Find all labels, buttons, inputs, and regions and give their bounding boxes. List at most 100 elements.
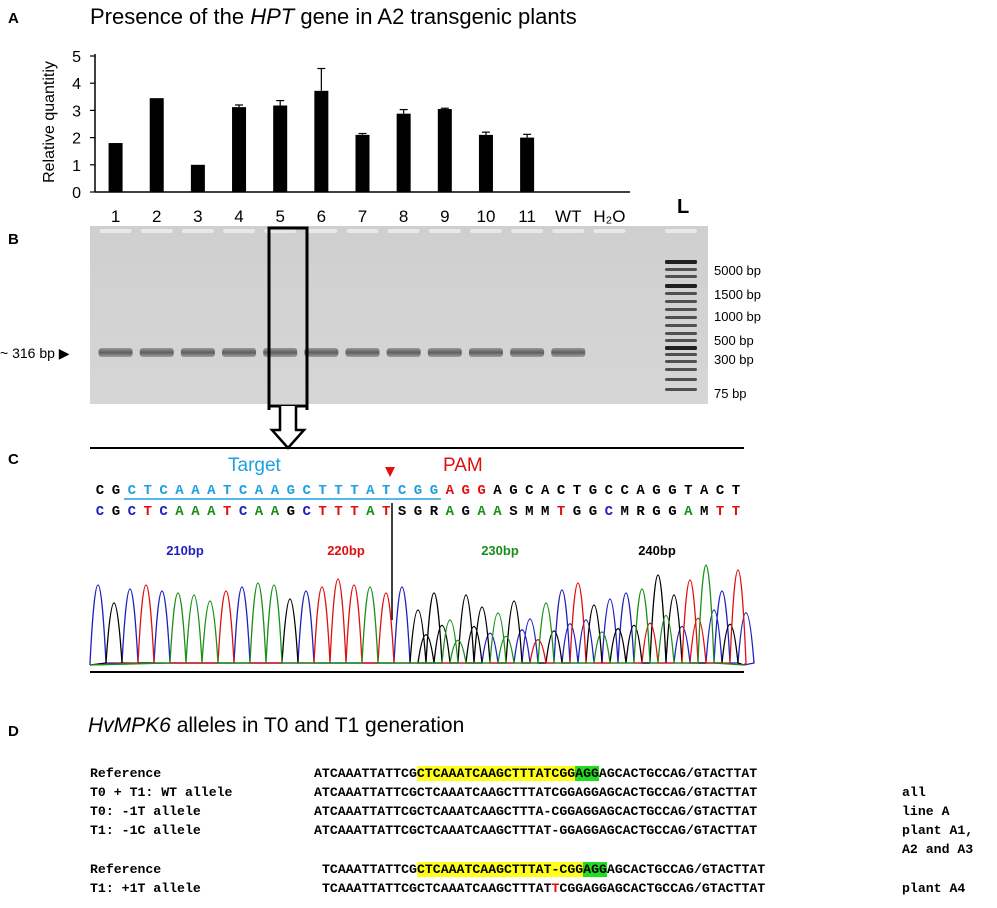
trace-line bbox=[89, 564, 745, 666]
ref-base: C bbox=[239, 483, 248, 499]
ladder-band bbox=[665, 284, 697, 288]
panel-a-title-gene: HPT bbox=[250, 4, 295, 29]
ladder-well bbox=[665, 229, 697, 233]
ladder-band bbox=[665, 388, 697, 391]
position-label: 230bp bbox=[481, 543, 519, 558]
read-base: A bbox=[271, 504, 280, 520]
read-base: A bbox=[175, 504, 184, 520]
x-tick-label: 1 bbox=[111, 207, 120, 226]
ref-base: A bbox=[541, 483, 550, 499]
x-tick-label: 8 bbox=[399, 207, 408, 226]
ladder-band bbox=[665, 300, 697, 303]
gel-band bbox=[551, 348, 586, 357]
trace-line bbox=[89, 569, 747, 666]
bar bbox=[232, 107, 247, 192]
chart-plot-area: 0 1 2 3 4 5 1 2 3 4 5 6 7 8 9 10 11 WT H₂O bbox=[72, 49, 630, 226]
allele-label: Reference bbox=[90, 766, 162, 781]
panel-c-letter: C bbox=[8, 451, 19, 468]
y-tick-label: 3 bbox=[72, 103, 81, 120]
panel-b-letter: B bbox=[8, 231, 19, 248]
ref-base: C bbox=[557, 483, 566, 499]
ladder-band bbox=[665, 316, 697, 319]
read-base: G bbox=[668, 504, 676, 520]
x-tick-label: 7 bbox=[358, 207, 367, 226]
seq-segment: ATCAAATTATTCG bbox=[314, 766, 417, 781]
gel-image bbox=[90, 226, 708, 410]
ref-base: T bbox=[318, 483, 326, 499]
ref-base: T bbox=[223, 483, 231, 499]
ref-base: A bbox=[255, 483, 264, 499]
gel-band bbox=[386, 348, 421, 357]
allele-label: T1: +1T allele bbox=[90, 881, 201, 896]
bar bbox=[190, 164, 205, 192]
trace-line bbox=[89, 574, 745, 666]
read-base: S bbox=[509, 504, 517, 520]
ladder-label: L bbox=[677, 196, 690, 218]
read-base: T bbox=[318, 504, 326, 520]
ladder-band bbox=[665, 324, 697, 327]
panel-d-title-gene: HvMPK6 bbox=[88, 714, 171, 737]
read-base: C bbox=[128, 504, 137, 520]
read-base: T bbox=[350, 504, 358, 520]
allele-sequence: TCAAATTATTCGCTCAAATCAAGCTTTATTCGGAGGAGCA… bbox=[322, 881, 765, 897]
allele-note: all bbox=[902, 785, 926, 800]
ref-base: C bbox=[128, 483, 137, 499]
allele-sequence: ATCAAATTATTCGCTCAAATCAAGCTTTA-CGGAGGAGCA… bbox=[314, 804, 758, 819]
x-tick-label: 2 bbox=[152, 207, 161, 226]
ref-base: C bbox=[605, 483, 614, 499]
read-base: A bbox=[255, 504, 264, 520]
read-base: M bbox=[700, 504, 708, 520]
ref-base: G bbox=[430, 483, 438, 499]
ref-base: A bbox=[493, 483, 502, 499]
read-base: A bbox=[191, 504, 200, 520]
gel-band bbox=[468, 348, 503, 357]
ref-base: T bbox=[684, 483, 692, 499]
y-tick-label: 5 bbox=[72, 49, 81, 66]
ref-base: C bbox=[525, 483, 534, 499]
read-base: C bbox=[605, 504, 614, 520]
read-base: G bbox=[573, 504, 581, 520]
bar-chart: Relative quantitiy 0 1 2 3 4 5 1 2 3 4 5 6 7 8 9 10 11 WT… bbox=[41, 49, 630, 226]
ref-base: G bbox=[652, 483, 660, 499]
read-base: T bbox=[716, 504, 724, 520]
ladder-bp-label: 1000 bp bbox=[714, 309, 761, 324]
ref-base: G bbox=[414, 483, 422, 499]
x-tick-label: 9 bbox=[440, 207, 449, 226]
read-base: G bbox=[112, 504, 120, 520]
read-base: C bbox=[96, 504, 105, 520]
x-tick-label: 5 bbox=[275, 207, 284, 226]
panel-d-title: HvMPK6 alleles in T0 and T1 generation bbox=[88, 714, 464, 738]
panel-d-letter: D bbox=[8, 723, 19, 740]
read-base: R bbox=[636, 504, 645, 520]
allele-sequence: ATCAAATTATTCGCTCAAATCAAGCTTTAT-GGAGGAGCA… bbox=[314, 823, 758, 838]
x-tick-label: 4 bbox=[234, 207, 243, 226]
x-tick-label: 6 bbox=[317, 207, 326, 226]
allele-sequence: ATCAAATTATTCGCTCAAATCAAGCTTTATCGGAGGAGCA… bbox=[314, 785, 758, 800]
x-tick-label: 3 bbox=[193, 207, 202, 226]
insertion-base: T bbox=[551, 881, 560, 896]
gel-band bbox=[304, 348, 339, 357]
gel-band bbox=[427, 348, 462, 357]
ladder-band bbox=[665, 332, 697, 335]
ladder-band bbox=[665, 346, 697, 350]
ref-base: C bbox=[716, 483, 725, 499]
seq-segment: TCAAATTATTCG bbox=[322, 862, 417, 877]
ref-base: G bbox=[287, 483, 295, 499]
allele-note: plant A1, bbox=[902, 823, 974, 838]
read-base: G bbox=[652, 504, 660, 520]
bar bbox=[437, 109, 452, 192]
bar bbox=[149, 98, 164, 192]
gel-background bbox=[90, 226, 708, 404]
read-base: T bbox=[143, 504, 151, 520]
bar bbox=[396, 113, 411, 192]
gel-well bbox=[99, 229, 132, 233]
ref-base: G bbox=[589, 483, 597, 499]
ladder-band bbox=[665, 275, 697, 278]
bar bbox=[108, 143, 123, 192]
gel-well bbox=[469, 229, 502, 233]
gel-well bbox=[428, 229, 461, 233]
gel-bands bbox=[98, 348, 586, 357]
y-tick-label: 1 bbox=[72, 158, 81, 175]
allele-label: T1: -1C allele bbox=[90, 823, 201, 838]
position-label: 240bp bbox=[638, 543, 676, 558]
